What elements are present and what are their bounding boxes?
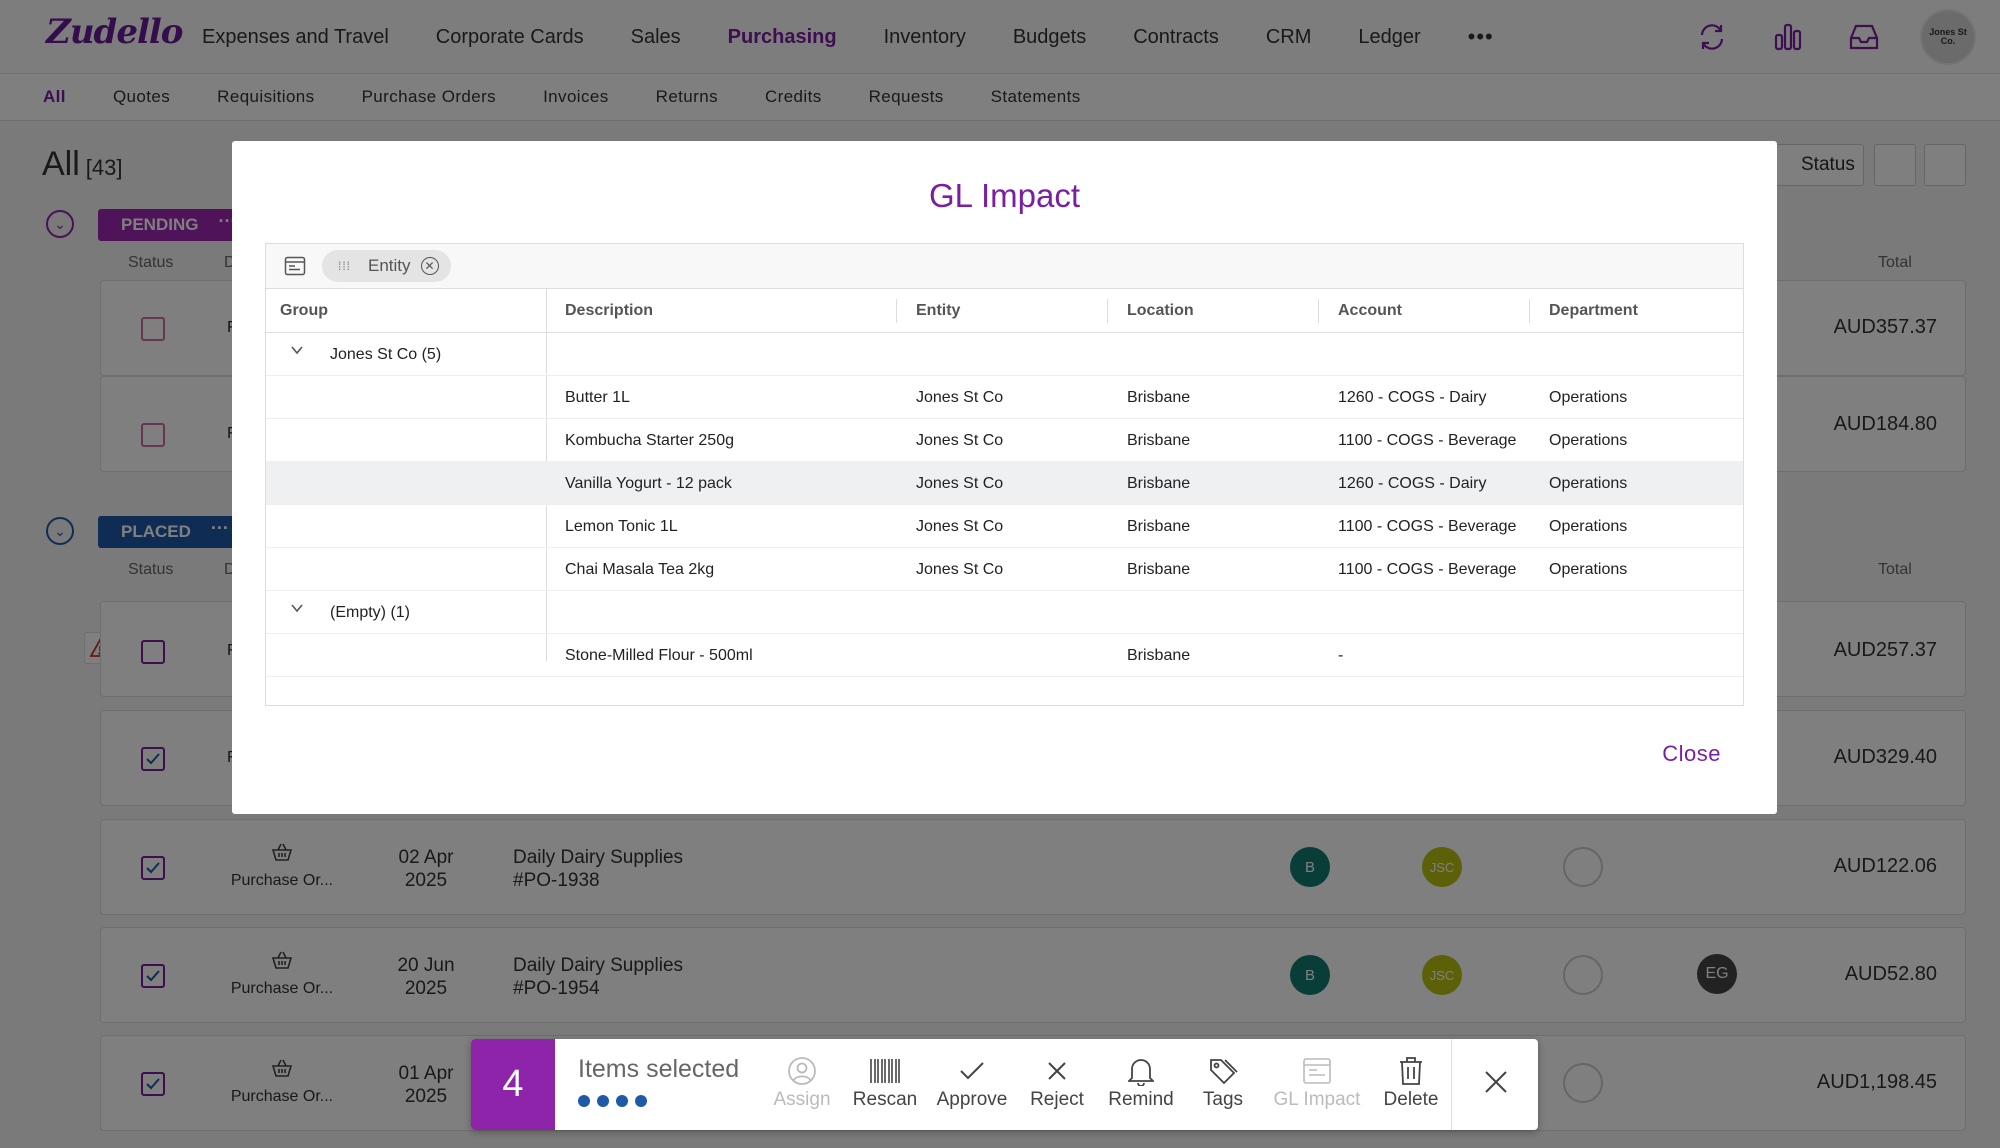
cell-location: Brisbane [1127,561,1191,578]
barcode-icon [850,1053,920,1089]
items-selected-label: Items selected [578,1055,740,1083]
close-icon [1027,1053,1087,1089]
cell-description: Butter 1L [565,389,630,406]
cell-description: Chai Masala Tea 2kg [565,561,715,578]
table-row[interactable]: Lemon Tonic 1L Jones St Co Brisbane 1100… [266,505,1743,548]
gl-impact-icon [1271,1053,1363,1089]
table-row[interactable]: Butter 1L Jones St Co Brisbane 1260 - CO… [266,376,1743,419]
group-by-chip[interactable]: ⁞⁞⁞ Entity ✕ [322,250,451,282]
table-row[interactable]: Vanilla Yogurt - 12 pack Jones St Co Bri… [266,462,1743,505]
tag-icon [1198,1053,1248,1089]
chevron-down-icon[interactable] [290,343,304,360]
grid-toolbar: ⁞⁞⁞ Entity ✕ [266,244,1743,289]
table-row[interactable]: Kombucha Starter 250g Jones St Co Brisba… [266,419,1743,462]
assign-label: Assign [773,1089,831,1110]
delete-label: Delete [1383,1089,1439,1110]
cell-location: Brisbane [1127,518,1191,535]
cell-entity: Jones St Co [916,561,1004,578]
cell-account: 1100 - COGS - Beverage [1338,561,1517,578]
selected-count: 4 [471,1039,555,1130]
tags-button[interactable]: Tags [1198,1053,1248,1111]
assign-button[interactable]: Assign [770,1053,834,1111]
group-row[interactable]: (Empty) (1) [266,591,1743,634]
col-department[interactable]: Department [1549,302,1638,319]
action-bar-divider [1451,1039,1452,1130]
group-row[interactable]: Jones St Co (5) [266,333,1743,376]
cell-account: 1260 - COGS - Dairy [1338,475,1487,492]
column-separator[interactable] [1107,299,1108,323]
chevron-down-icon[interactable] [290,601,304,618]
reject-button[interactable]: Reject [1027,1053,1087,1111]
cell-location: Brisbane [1127,647,1191,664]
remove-chip-icon[interactable]: ✕ [420,257,439,275]
dialog-title: GL Impact [929,177,1080,214]
cell-description: Kombucha Starter 250g [565,432,734,449]
reject-label: Reject [1030,1089,1084,1110]
col-location[interactable]: Location [1127,302,1194,319]
cell-location: Brisbane [1127,389,1191,406]
bell-icon [1103,1053,1179,1089]
rescan-button[interactable]: Rescan [850,1053,920,1111]
column-panel-icon[interactable] [284,256,306,281]
group-by-chip-label: Entity [368,256,411,275]
table-row[interactable]: Chai Masala Tea 2kg Jones St Co Brisbane… [266,548,1743,591]
cell-entity: Jones St Co [916,475,1004,492]
user-icon [770,1053,834,1089]
cell-location: Brisbane [1127,432,1191,449]
close-selection-icon[interactable] [1483,1069,1509,1100]
cell-description: Lemon Tonic 1L [565,518,678,535]
tags-label: Tags [1202,1089,1244,1110]
col-group[interactable]: Group [280,302,328,319]
col-account[interactable]: Account [1338,302,1402,319]
column-separator[interactable] [1318,299,1319,323]
col-entity[interactable]: Entity [916,302,961,319]
rescan-label: Rescan [852,1089,918,1110]
column-separator[interactable] [1529,299,1530,323]
column-separator[interactable] [896,299,897,323]
cell-entity: Jones St Co [916,432,1004,449]
cell-entity: Jones St Co [916,389,1004,406]
remind-button[interactable]: Remind [1103,1053,1179,1111]
check-icon [932,1053,1012,1089]
group-label: (Empty) (1) [330,604,410,621]
cell-department: Operations [1549,475,1628,492]
selection-action-bar: 4 Items selected Assign Rescan Approve R… [471,1039,1538,1130]
gl-impact-dialog: GL Impact ⁞⁞⁞ Entity ✕ Group Description… [232,141,1777,814]
cell-account: 1260 - COGS - Dairy [1338,389,1487,406]
cell-description: Stone-Milled Flour - 500ml [565,647,753,664]
cell-department: Operations [1549,389,1628,406]
group-label: Jones St Co (5) [330,346,442,363]
cell-entity: Jones St Co [916,518,1004,535]
gl-impact-label: GL Impact [1273,1089,1361,1110]
delete-button[interactable]: Delete [1381,1053,1441,1111]
close-button[interactable]: Close [1662,741,1721,766]
cell-department: Operations [1549,561,1628,578]
drag-handle-icon[interactable]: ⁞⁞⁞ [338,259,352,273]
cell-location: Brisbane [1127,475,1191,492]
grid-header: Group Description Entity Location Accoun… [266,289,1743,333]
remind-label: Remind [1108,1089,1174,1110]
table-row[interactable]: Stone-Milled Flour - 500ml Brisbane - [266,634,1743,677]
cell-account: - [1338,647,1344,664]
approve-label: Approve [936,1089,1008,1110]
trash-icon [1381,1053,1441,1089]
approve-button[interactable]: Approve [932,1053,1012,1111]
col-description[interactable]: Description [565,302,654,319]
cell-department: Operations [1549,432,1628,449]
gl-impact-button[interactable]: GL Impact [1271,1053,1363,1111]
cell-department: Operations [1549,518,1628,535]
selection-indicator [578,1095,654,1107]
gl-impact-grid: ⁞⁞⁞ Entity ✕ Group Description Entity Lo… [265,243,1744,706]
cell-description: Vanilla Yogurt - 12 pack [565,475,732,492]
cell-account: 1100 - COGS - Beverage [1338,518,1517,535]
cell-account: 1100 - COGS - Beverage [1338,432,1517,449]
